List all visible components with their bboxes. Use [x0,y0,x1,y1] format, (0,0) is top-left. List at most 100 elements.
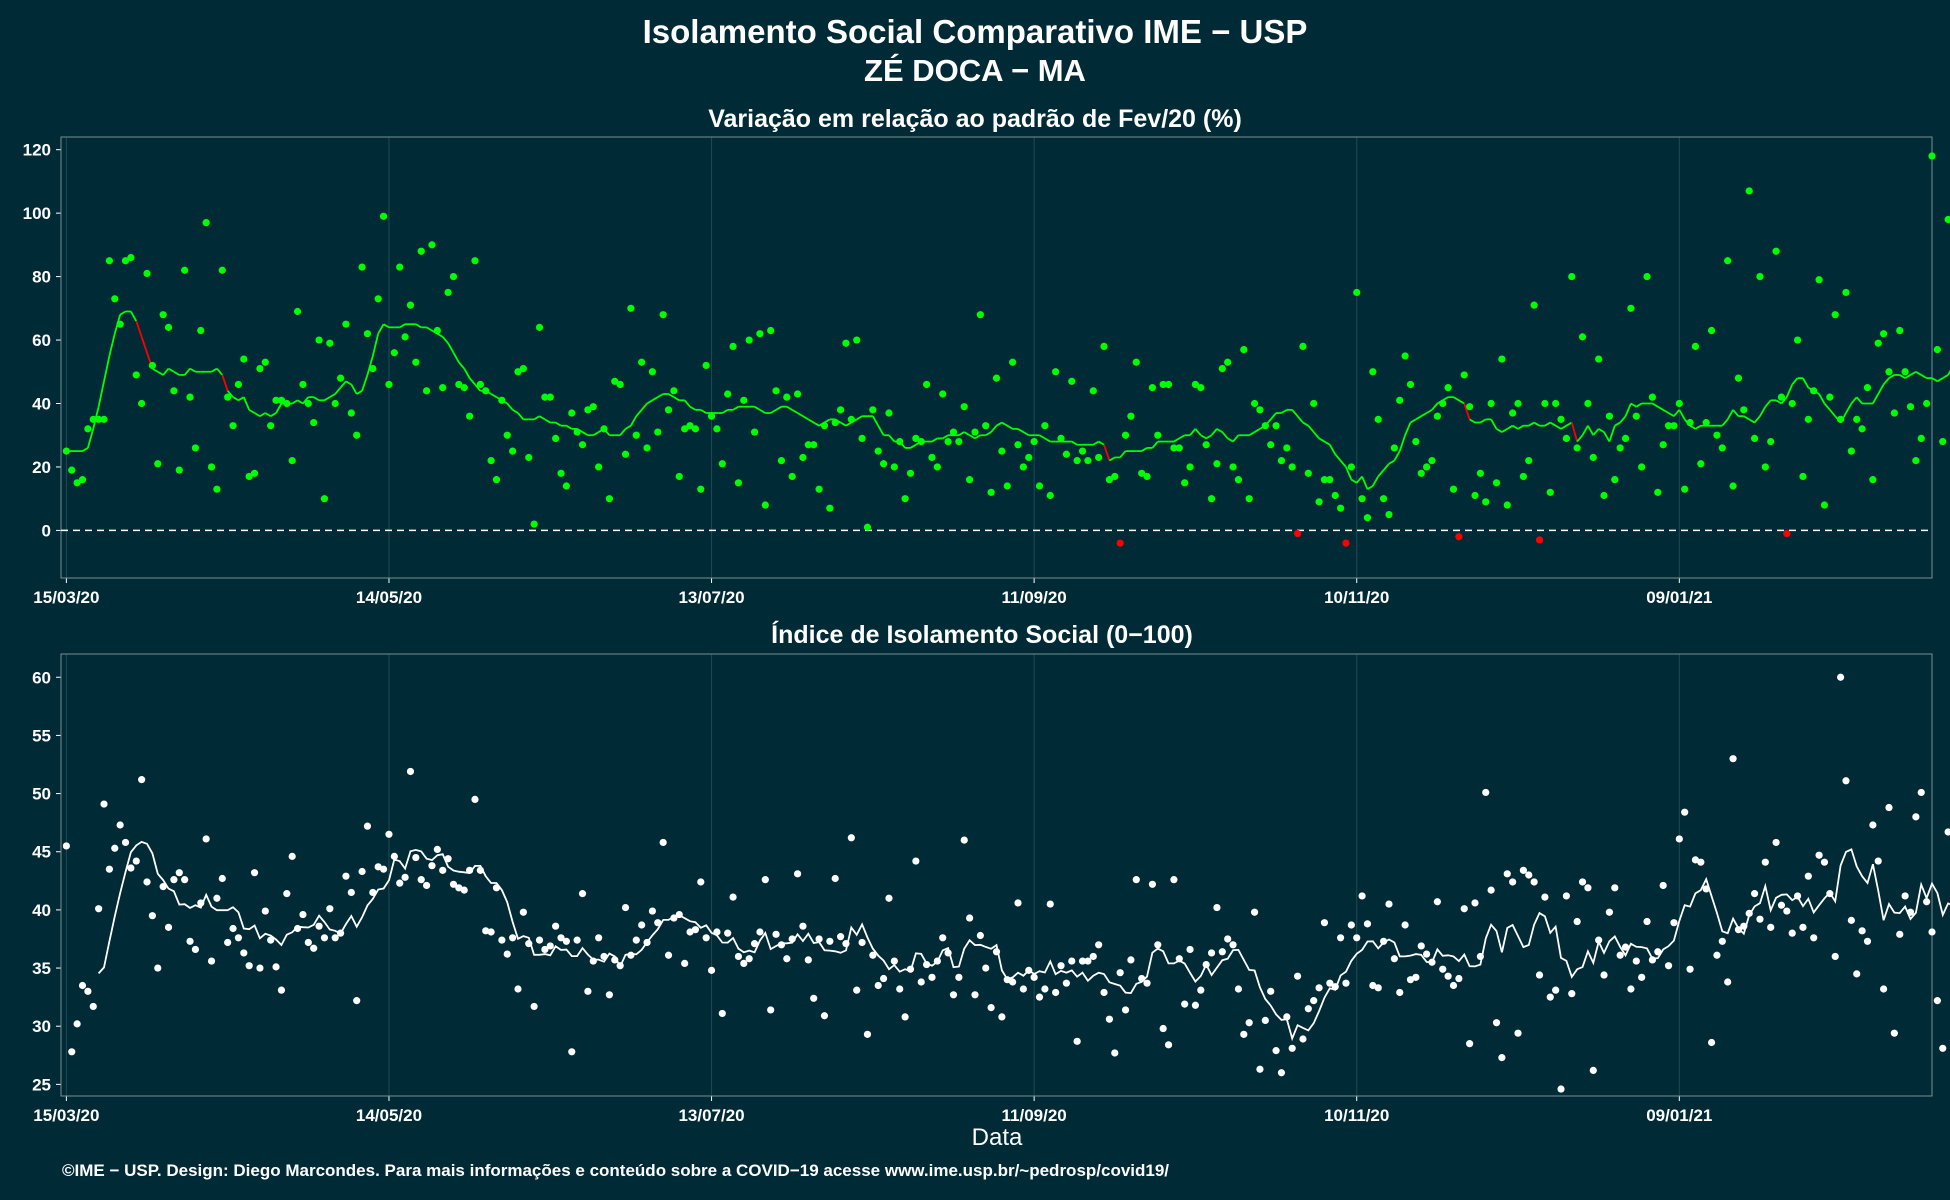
moving-average-segment [302,396,310,405]
moving-average-segment [151,367,159,373]
moving-average-segment [1614,421,1621,427]
data-point [111,844,119,852]
data-point [1541,893,1549,901]
moving-average-segment [1565,421,1573,427]
data-point [1041,422,1049,430]
data-point [1363,920,1372,928]
data-point [1686,418,1694,427]
data-point [1304,1005,1312,1013]
data-point [584,406,592,414]
data-point [336,929,345,937]
data-point [955,973,963,981]
data-point [928,973,936,981]
data-point [1347,463,1355,471]
data-point [143,878,151,886]
data-point [955,437,963,446]
data-point [675,910,683,919]
data-point [562,482,570,490]
moving-average-segment [1382,463,1390,471]
data-point [1444,972,1452,980]
data-point [1148,384,1157,392]
moving-average-segment [1296,415,1304,424]
data-point [1627,304,1635,312]
moving-average-segment [555,421,562,427]
data-point [293,924,302,933]
data-point [1595,936,1603,944]
data-point [1761,463,1769,471]
data-point [1820,858,1829,866]
moving-average-segment [361,374,369,392]
moving-average-segment [1743,415,1750,421]
data-point [358,263,366,271]
data-point [885,409,893,417]
data-point [1482,788,1490,797]
data-point [1439,399,1447,408]
data-point [589,403,597,411]
moving-average-segment [189,367,196,373]
data-point [761,876,769,884]
data-point [1035,993,1044,1001]
data-point [1105,476,1114,484]
data-point [245,472,253,481]
x-tick-label: 09/01/21 [1646,1106,1712,1125]
moving-average-segment [216,368,223,376]
data-point [1181,479,1189,487]
data-point [1869,821,1877,829]
data-point [681,425,689,433]
data-point [1224,358,1232,366]
data-point [1003,976,1011,984]
data-point [1600,971,1608,979]
moving-average-segment [383,323,390,329]
data-point [1272,422,1280,430]
data-point [353,997,361,1005]
data-point [390,349,398,357]
data-point [417,247,425,255]
data-point [1611,884,1619,892]
data-point [987,488,995,496]
data-point [992,948,1001,956]
data-point [186,393,194,401]
data-point [466,412,474,420]
data-point [1439,965,1447,973]
data-point [525,940,533,948]
data-point [740,396,748,404]
moving-average-segment [807,418,815,424]
data-point [1288,1044,1296,1052]
data-point [987,1004,995,1012]
data-point [121,838,130,847]
moving-average-segment [1570,422,1579,442]
data-point [1304,469,1312,477]
data-point [525,453,533,462]
moving-average-segment [1662,409,1670,414]
moving-average-segment [248,409,256,414]
data-point [353,431,361,439]
data-point [1793,892,1802,900]
data-point [406,767,415,776]
data-point [1552,399,1560,408]
data-point [1562,892,1571,900]
data-point [1611,476,1619,484]
data-point [148,361,156,370]
data-point [949,991,958,999]
data-point [1121,431,1130,439]
data-point [1535,971,1544,979]
data-point [310,418,318,427]
moving-average-segment [635,409,643,417]
data-point [648,907,657,915]
data-point [347,888,355,897]
data-point [1917,788,1925,797]
moving-average-segment [1372,476,1380,487]
moving-average-segment [1173,437,1180,443]
data-point [1745,909,1753,917]
data-point [1928,152,1936,160]
data-point [804,441,812,449]
moving-average-segment [447,342,455,354]
data-point [197,326,205,335]
data-point [170,387,178,395]
data-point [777,941,786,949]
data-point [847,834,855,842]
moving-average-segment [1915,371,1922,376]
data-point [1240,1030,1248,1038]
data-point [1310,399,1318,408]
data-point [1342,979,1350,987]
